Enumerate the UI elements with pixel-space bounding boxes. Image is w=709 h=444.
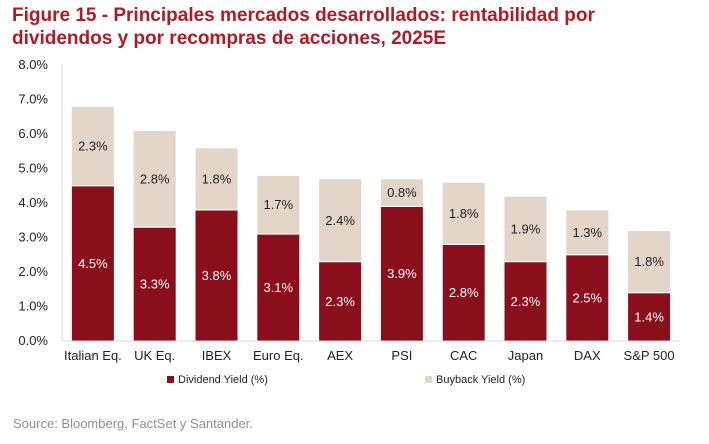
bar-dividend-yield: [132, 226, 177, 342]
bar-buyback-yield: [565, 209, 610, 256]
x-tick-label: Italian Eq.: [64, 348, 122, 363]
bar-dividend-yield: [70, 185, 115, 342]
data-label-dividend: 1.4%: [634, 309, 664, 324]
x-tick-label: S&P 500: [624, 348, 675, 363]
bar-buyback-yield: [132, 130, 177, 228]
data-label-dividend: 3.1%: [263, 280, 293, 295]
x-tick-label: UK Eq.: [134, 348, 175, 363]
data-label-dividend: 2.8%: [449, 285, 479, 300]
legend: Dividend Yield (%) Buyback Yield (%): [167, 374, 525, 386]
bar-buyback-yield: [70, 105, 115, 187]
data-label-dividend: 2.3%: [325, 294, 355, 309]
chart-title-line-1: Figure 15 - Principales mercados desarro…: [12, 5, 595, 26]
data-label-dividend: 4.5%: [78, 256, 108, 271]
bar-buyback-yield: [194, 147, 239, 211]
x-tick-label: AEX: [327, 348, 353, 363]
data-label-buyback: 1.7%: [263, 197, 293, 212]
bar-buyback-yield: [503, 195, 548, 263]
x-tick-label: DAX: [574, 348, 601, 363]
legend-label-buyback: Buyback Yield (%): [436, 374, 525, 386]
data-label-buyback: 1.8%: [634, 254, 664, 269]
y-tick-label: 8.0%: [18, 57, 48, 72]
x-tick-label: IBEX: [202, 348, 232, 363]
bar-dividend-yield: [379, 205, 424, 342]
data-label-buyback: 2.8%: [140, 171, 170, 186]
x-axis: Italian Eq. UK Eq. IBEX Euro Eq. AEX PSI CAC Ja…: [62, 340, 680, 363]
data-label-buyback: 1.9%: [511, 221, 541, 236]
legend-swatch-buyback: [425, 376, 432, 383]
bar-dividend-yield: [503, 261, 548, 342]
source-note: Source: Bloomberg, FactSet y Santander.: [13, 416, 253, 431]
chart-title: Figure 15 - Principales mercados desarro…: [12, 4, 702, 50]
bar-dividend-yield: [194, 209, 239, 342]
data-label-dividend: 3.9%: [387, 266, 417, 281]
x-tick-label: Euro Eq.: [253, 348, 304, 363]
bar-buyback-yield: [379, 178, 424, 207]
data-label-buyback: 2.4%: [325, 213, 355, 228]
y-tick-label: 2.0%: [18, 264, 48, 279]
data-label-dividend: 3.8%: [202, 268, 232, 283]
bar-dividend-yield: [318, 261, 363, 342]
x-tick-label: PSI: [391, 348, 412, 363]
bar-dividend-yield: [627, 292, 672, 342]
y-tick-label: 4.0%: [18, 195, 48, 210]
bar-dividend-yield: [565, 254, 610, 342]
bar-buyback-yield: [627, 230, 672, 294]
x-tick-label: Japan: [508, 348, 543, 363]
y-tick-label: 7.0%: [18, 92, 48, 107]
legend-label-dividend: Dividend Yield (%): [178, 374, 268, 386]
y-tick-label: 6.0%: [18, 126, 48, 141]
y-tick-label: 1.0%: [18, 299, 48, 314]
data-label-buyback: 1.8%: [202, 171, 232, 186]
data-label-dividend: 3.3%: [140, 277, 170, 292]
y-tick-label: 3.0%: [18, 230, 48, 245]
chart-title-line-2: dividendos y por recompras de acciones, …: [12, 28, 447, 49]
data-label-buyback: 2.3%: [78, 139, 108, 154]
data-label-dividend: 2.5%: [572, 290, 602, 305]
legend-swatch-dividend: [167, 376, 174, 383]
bar-dividend-yield: [256, 233, 301, 342]
y-tick-label: 5.0%: [18, 161, 48, 176]
data-label-buyback: 1.8%: [449, 206, 479, 221]
data-label-buyback: 0.8%: [387, 185, 417, 200]
data-label-dividend: 2.3%: [511, 294, 541, 309]
y-axis: 0.0% 1.0% 2.0% 3.0% 4.0% 5.0% 6.0% 7.0% 8.0%: [18, 57, 63, 348]
bar-buyback-yield: [318, 178, 363, 263]
y-tick-label: 0.0%: [18, 333, 48, 348]
x-tick-label: CAC: [450, 348, 477, 363]
bar-buyback-yield: [256, 174, 301, 235]
bars-group: 4.5% 2.3% 3.3% 2.8% 3.8% 1.8% 3.1% 1.7% 2.3% 2.4%…: [70, 105, 672, 342]
data-label-buyback: 1.3%: [572, 225, 602, 240]
bar-buyback-yield: [441, 181, 486, 245]
